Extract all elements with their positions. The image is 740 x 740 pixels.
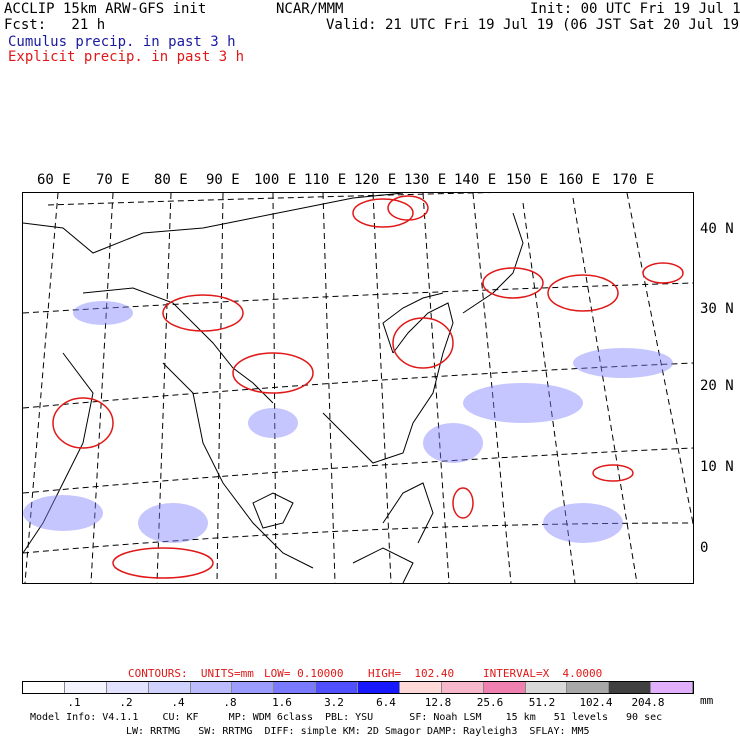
lon-label: 140 E [454, 172, 497, 188]
colorbar-label: .4 [171, 696, 185, 709]
colorbar-swatch [274, 682, 317, 693]
colorbar-swatch [106, 682, 149, 693]
lon-label: 90 E [206, 172, 240, 188]
colorbar-label: 204.8 [631, 696, 665, 709]
colorbar-swatch [609, 682, 652, 693]
legend-explicit: Explicit precip. in past 3 h [8, 49, 245, 65]
lat-label: 40 N [700, 221, 734, 237]
lat-label: 0 [700, 540, 709, 556]
center-label: NCAR/MMM [276, 1, 344, 17]
lat-label: 10 N [700, 459, 734, 475]
colorbar-swatch [23, 682, 65, 693]
map-canvas [23, 193, 693, 583]
lat-label: 20 N [700, 378, 734, 394]
lon-label: 70 E [96, 172, 130, 188]
contour-low: LOW= 0.10000 [264, 667, 344, 680]
lat-line-0 [23, 522, 693, 554]
colorbar-label: 51.2 [528, 696, 556, 709]
model-info-line1: Model Info: V4.1.1 CU: KF MP: WDM 6class… [30, 712, 663, 723]
coastlines [23, 193, 524, 583]
valid-time: Valid: 21 UTC Fri 19 Jul 19 (06 JST Sat … [326, 17, 740, 33]
colorbar-label: 1.6 [272, 696, 292, 709]
colorbar-label: .8 [223, 696, 237, 709]
colorbar-label: .2 [119, 696, 133, 709]
colorbar-swatch [358, 682, 400, 693]
colorbar-swatch [567, 682, 610, 693]
lon-label: 100 E [254, 172, 297, 188]
lat-line-40 [47, 193, 491, 206]
lon-label: 120 E [354, 172, 397, 188]
lat-line-10 [23, 447, 693, 494]
lat-line-30 [23, 282, 693, 314]
contour-interval: INTERVAL=X 4.0000 [483, 667, 603, 680]
colorbar-label: 6.4 [376, 696, 396, 709]
colorbar-swatch [190, 682, 233, 693]
plot-title: ACCLIP 15km ARW-GFS init [4, 1, 207, 17]
lon-label: 160 E [558, 172, 601, 188]
colorbar-swatch [232, 682, 275, 693]
lon-label: 170 E [612, 172, 655, 188]
colorbar-label: 12.8 [424, 696, 452, 709]
colorbar-swatch [651, 682, 693, 693]
init-time: Init: 00 UTC Fri 19 Jul 19 [530, 1, 740, 17]
colorbar-label: .1 [67, 696, 81, 709]
color-bar [22, 681, 694, 694]
colorbar-swatch [148, 682, 191, 693]
model-info-line2: LW: RRTMG SW: RRTMG DIFF: simple KM: 2D … [126, 726, 590, 737]
graticule [23, 193, 693, 583]
forecast-hour: Fcst: 21 h [4, 17, 106, 33]
cumulus-precip [23, 301, 673, 543]
lon-label: 80 E [154, 172, 188, 188]
map-panel [22, 192, 694, 584]
lat-label: 30 N [700, 301, 734, 317]
contour-high: HIGH= 102.40 [368, 667, 455, 680]
colorbar-swatch [316, 682, 358, 693]
colorbar-units: mm [700, 694, 714, 707]
lon-label: 60 E [37, 172, 71, 188]
colorbar-swatch [483, 682, 526, 693]
colorbar-swatch [441, 682, 484, 693]
colorbar-swatch [399, 682, 442, 693]
lon-label: 150 E [506, 172, 549, 188]
colorbar-label: 102.4 [579, 696, 613, 709]
colorbar-label: 3.2 [324, 696, 344, 709]
explicit-precip [52, 195, 684, 579]
lat-line-20 [23, 362, 693, 409]
lon-label: 130 E [404, 172, 447, 188]
colorbar-swatch [525, 682, 568, 693]
colorbar-label: 25.6 [476, 696, 504, 709]
lon-label: 110 E [304, 172, 347, 188]
legend-cumulus: Cumulus precip. in past 3 h [8, 34, 236, 50]
contour-units: CONTOURS: UNITS=mm [128, 667, 254, 680]
colorbar-swatch [64, 682, 107, 693]
